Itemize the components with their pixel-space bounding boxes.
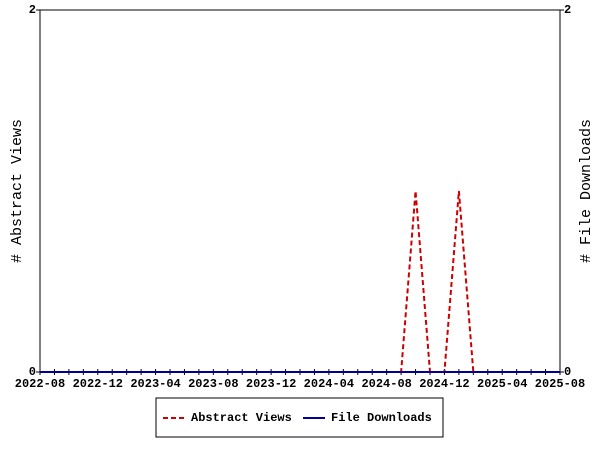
y-axis-label: # Abstract Views (9, 119, 26, 263)
plot-area (39, 9, 561, 373)
x-tick-label: 2024-08 (361, 377, 411, 391)
x-tick-label: 2025-04 (477, 377, 527, 391)
y2-tick-label: 0 (564, 365, 571, 379)
x-tick-label: 2024-04 (304, 377, 354, 391)
legend-label: File Downloads (331, 411, 432, 425)
x-tick-label: 2023-12 (246, 377, 296, 391)
y-tick-label: 0 (29, 365, 36, 379)
x-tick-label: 2025-08 (535, 377, 585, 391)
x-tick-label: 2024-12 (419, 377, 469, 391)
x-tick-label: 2023-08 (188, 377, 238, 391)
x-tick-label: 2022-12 (73, 377, 123, 391)
legend (155, 397, 444, 438)
x-tick-label: 2022-08 (15, 377, 65, 391)
y2-tick-label: 2 (564, 3, 571, 17)
y-tick-label: 2 (29, 3, 36, 17)
x-tick-label: 2023-04 (130, 377, 180, 391)
y2-axis-label: # File Downloads (578, 119, 595, 263)
legend-label: Abstract Views (191, 411, 292, 425)
